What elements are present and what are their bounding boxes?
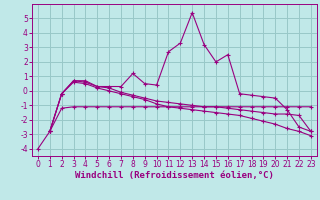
- X-axis label: Windchill (Refroidissement éolien,°C): Windchill (Refroidissement éolien,°C): [75, 171, 274, 180]
